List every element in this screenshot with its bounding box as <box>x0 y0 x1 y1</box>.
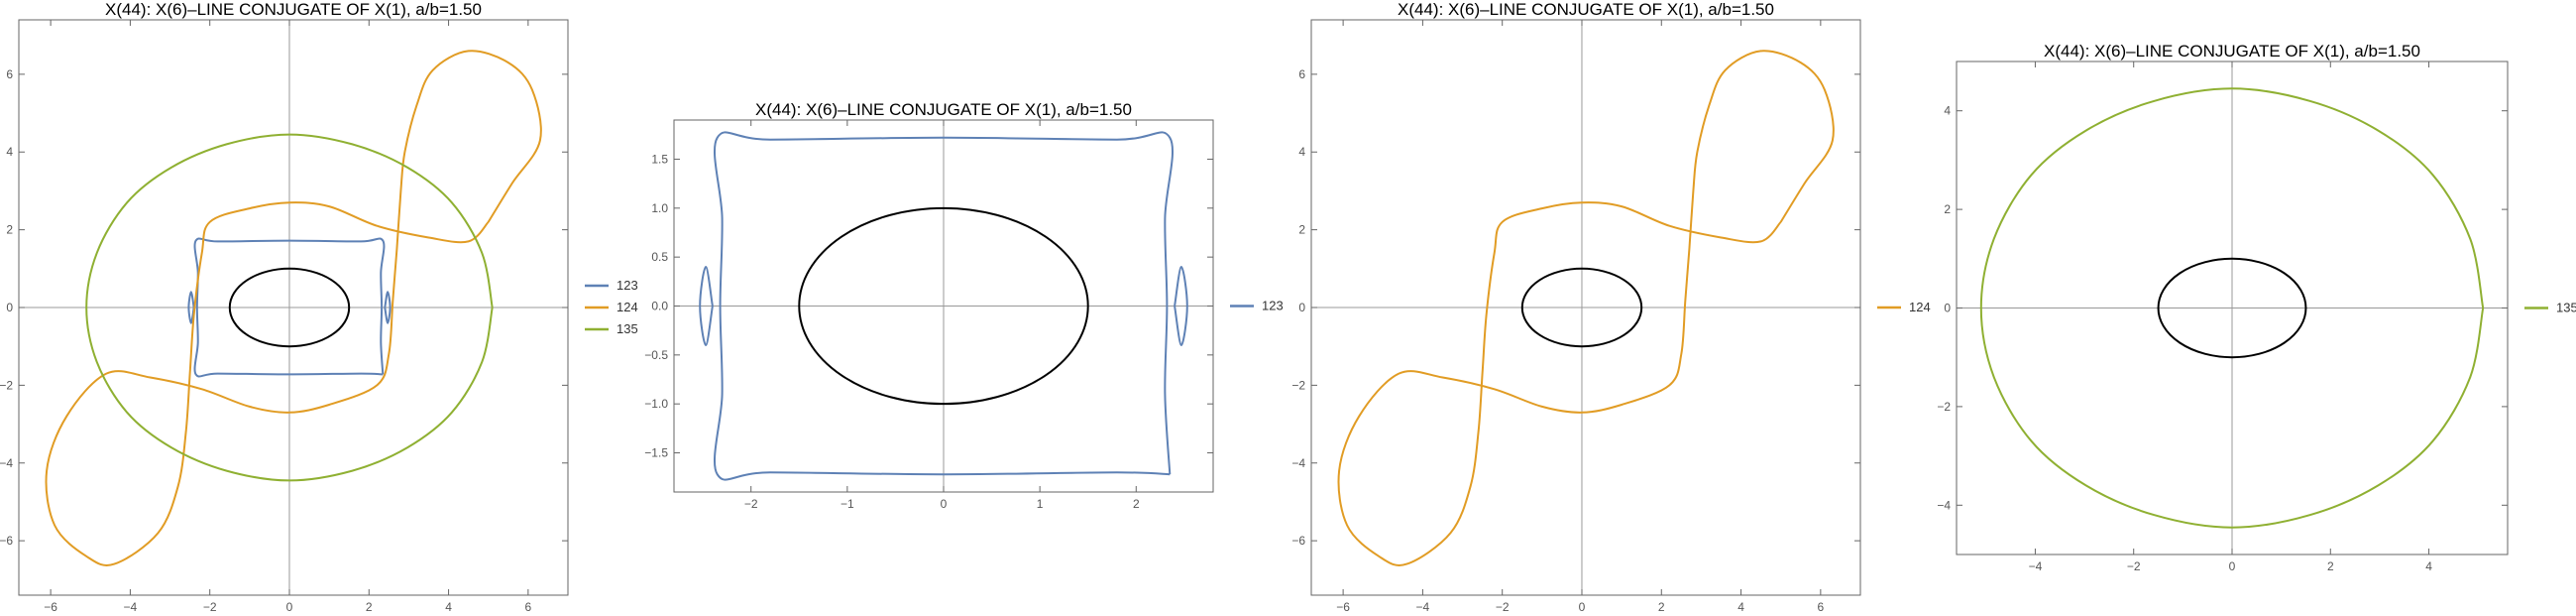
y-tick-label: 4 <box>1944 104 1951 118</box>
x-tick-label: −2 <box>744 497 758 511</box>
x-tick-label: −6 <box>1336 600 1350 614</box>
chart-panel-3: X(44): X(6)–LINE CONJUGATE OF X(1), a/b=… <box>1291 0 1930 614</box>
series-curve-123 <box>193 237 386 378</box>
x-tick-label: 4 <box>1737 600 1744 614</box>
legend-label-124: 124 <box>616 300 638 314</box>
x-tick-label: 0 <box>2229 559 2236 573</box>
x-tick-label: −2 <box>203 600 217 614</box>
y-tick-label: 0 <box>1298 301 1305 314</box>
legend-label-135: 135 <box>2556 301 2576 315</box>
chart-panel-1: X(44): X(6)–LINE CONJUGATE OF X(1), a/b=… <box>0 0 638 614</box>
x-tick-label: −2 <box>2127 559 2141 573</box>
y-tick-label: −2 <box>1937 400 1951 414</box>
reference-ellipse <box>228 267 351 348</box>
y-tick-label: 2 <box>6 223 13 237</box>
y-tick-label: −2 <box>0 378 13 392</box>
chart-title: X(44): X(6)–LINE CONJUGATE OF X(1), a/b=… <box>755 100 1132 119</box>
series-curve-123-part-1 <box>1174 266 1188 346</box>
x-tick-label: 4 <box>445 600 452 614</box>
y-tick-label: 0.0 <box>651 300 668 313</box>
x-tick-label: 0 <box>1579 600 1586 614</box>
x-tick-label: −2 <box>1496 600 1510 614</box>
x-tick-label: 1 <box>1037 497 1044 511</box>
series-curve-123 <box>714 131 1174 481</box>
x-tick-label: −6 <box>44 600 57 614</box>
x-tick-label: 0 <box>286 600 293 614</box>
y-tick-label: 6 <box>1298 67 1305 81</box>
y-tick-label: 1.5 <box>651 152 668 166</box>
y-tick-label: 1.0 <box>651 201 668 215</box>
y-tick-label: 6 <box>6 67 13 81</box>
y-tick-label: 0 <box>6 301 13 314</box>
y-tick-label: 0.5 <box>651 250 668 264</box>
y-tick-label: 4 <box>6 145 13 159</box>
reference-ellipse <box>2157 257 2307 359</box>
y-tick-label: 0 <box>1944 302 1951 315</box>
x-tick-label: −1 <box>840 497 854 511</box>
y-tick-label: 2 <box>1944 202 1951 216</box>
series-curve-124 <box>45 50 542 566</box>
x-tick-label: 0 <box>941 497 948 511</box>
x-tick-label: 2 <box>366 600 373 614</box>
y-tick-label: 4 <box>1298 145 1305 159</box>
x-tick-label: 2 <box>1133 497 1140 511</box>
y-tick-label: −4 <box>1291 456 1305 470</box>
y-tick-label: −6 <box>0 534 13 548</box>
x-tick-label: 6 <box>1818 600 1825 614</box>
reference-ellipse <box>1520 267 1643 348</box>
x-tick-label: 2 <box>1658 600 1665 614</box>
series-curve-124 <box>1337 50 1835 566</box>
series-curve-123-part-2 <box>699 266 714 346</box>
x-tick-label: −4 <box>1416 600 1430 614</box>
y-tick-label: −4 <box>0 456 13 470</box>
series-curve-135 <box>1979 87 2485 529</box>
x-tick-label: −4 <box>2029 559 2043 573</box>
chart-title: X(44): X(6)–LINE CONJUGATE OF X(1), a/b=… <box>1398 0 1774 19</box>
y-tick-label: −0.5 <box>644 348 668 362</box>
x-tick-label: 4 <box>2425 559 2432 573</box>
series-curve-135 <box>85 133 494 482</box>
legend-label-123: 123 <box>1262 299 1284 313</box>
y-tick-label: −6 <box>1291 534 1305 548</box>
series-curve-123-part-1 <box>384 291 392 324</box>
x-tick-label: −4 <box>124 600 138 614</box>
y-tick-label: −1.0 <box>644 397 668 411</box>
legend-label-135: 135 <box>616 321 638 336</box>
chart-title: X(44): X(6)–LINE CONJUGATE OF X(1), a/b=… <box>2044 42 2420 61</box>
reference-ellipse <box>798 206 1089 406</box>
y-tick-label: −4 <box>1937 498 1951 512</box>
series-curve-123-part-2 <box>187 291 195 324</box>
y-tick-label: 2 <box>1298 223 1305 237</box>
y-tick-label: −2 <box>1291 378 1305 392</box>
chart-title: X(44): X(6)–LINE CONJUGATE OF X(1), a/b=… <box>105 0 482 19</box>
legend-label-123: 123 <box>616 278 638 293</box>
chart-panel-4: X(44): X(6)–LINE CONJUGATE OF X(1), a/b=… <box>1937 42 2576 573</box>
chart-panel-2: X(44): X(6)–LINE CONJUGATE OF X(1), a/b=… <box>644 100 1283 511</box>
legend-label-124: 124 <box>1909 300 1931 314</box>
y-tick-label: −1.5 <box>644 446 668 460</box>
x-tick-label: 6 <box>525 600 532 614</box>
x-tick-label: 2 <box>2327 559 2334 573</box>
